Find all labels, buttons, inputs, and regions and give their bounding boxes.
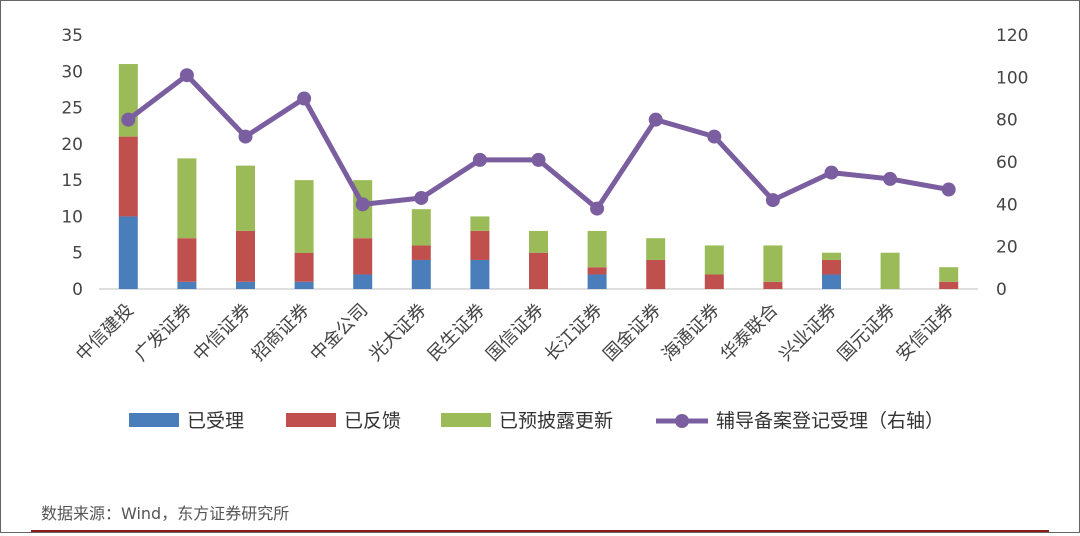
x-tick-label: 国元证券: [834, 300, 900, 366]
bar-segment: [177, 281, 197, 289]
bar-segment: [939, 281, 959, 289]
x-tick-label: 民生证券: [424, 300, 490, 366]
bar-segment: [177, 238, 197, 282]
bar-segment: [704, 245, 724, 275]
x-tick-label: 广发证券: [131, 300, 197, 366]
y-right-tick-label: 20: [996, 238, 1018, 258]
bar-segment: [118, 216, 138, 289]
legend-label: 已受理: [187, 410, 244, 432]
x-tick-label: 光大证券: [365, 300, 431, 366]
line-point: [765, 193, 780, 208]
legend-swatch: [286, 413, 336, 427]
legend-label: 辅导备案登记受理（右轴）: [716, 410, 944, 432]
bar-segment: [294, 252, 314, 282]
x-tick-label: 中金公司: [306, 300, 372, 366]
x-tick-label: 安信证券: [892, 300, 958, 366]
line-point: [297, 91, 312, 106]
line-point: [590, 201, 605, 216]
y-left-tick-label: 25: [61, 99, 83, 119]
y-left-tick-label: 35: [61, 26, 83, 46]
line-point: [648, 112, 663, 127]
line-point: [238, 129, 253, 144]
legend-marker: [675, 414, 689, 428]
bar-segment: [529, 230, 548, 253]
line-point: [941, 182, 956, 197]
line-point: [121, 112, 136, 127]
bar-segment: [704, 274, 724, 289]
bar-segment: [177, 158, 197, 239]
bar-segment: [294, 281, 314, 289]
legend-label: 已反馈: [344, 410, 401, 432]
bottom-rule: [31, 530, 1049, 532]
bar-segment: [236, 230, 255, 282]
x-tick-label: 华泰联合: [717, 300, 783, 366]
x-tick-label: 中信证券: [189, 300, 255, 366]
bar-segment: [118, 136, 138, 217]
bar-segment: [236, 165, 255, 231]
bar-segment: [294, 180, 314, 253]
legend-label: 已预披露更新: [499, 410, 613, 432]
y-left-tick-label: 10: [61, 207, 83, 227]
x-tick-label: 兴业证券: [775, 300, 841, 366]
y-right-tick-label: 120: [996, 26, 1028, 46]
line-point: [472, 152, 487, 167]
line-point: [414, 190, 429, 205]
x-tick-label: 海通证券: [658, 300, 724, 366]
x-tick-label: 中信建投: [72, 300, 138, 366]
bar-segment: [529, 252, 548, 289]
legend-swatch: [129, 413, 179, 427]
bar-segment: [236, 281, 255, 289]
bar-segment: [822, 259, 841, 275]
line-point: [179, 68, 194, 83]
y-left-tick-label: 20: [61, 135, 83, 155]
bar-segment: [822, 274, 841, 289]
bar-segment: [353, 238, 373, 275]
y-right-tick-label: 100: [996, 68, 1028, 88]
y-left-tick-label: 15: [61, 171, 83, 191]
line-point: [883, 171, 898, 186]
bar-segment: [822, 252, 841, 260]
y-left-tick-label: 0: [72, 280, 83, 300]
bar-segment: [763, 281, 783, 289]
bar-segment: [470, 259, 490, 289]
bar-segment: [587, 230, 607, 268]
line-point: [707, 129, 722, 144]
bar-segment: [939, 267, 959, 282]
y-right-tick-label: 40: [996, 195, 1018, 215]
source-note: 数据来源：Wind，东方证券研究所: [41, 504, 290, 523]
y-right-tick-label: 60: [996, 153, 1018, 173]
bar-segment: [646, 259, 666, 289]
bar-segment: [470, 216, 490, 231]
bar-segment: [411, 209, 431, 246]
y-right-tick-label: 0: [996, 280, 1007, 300]
y-left-tick-label: 5: [72, 244, 83, 264]
line-point: [355, 197, 370, 212]
bar-segment: [353, 274, 373, 289]
x-tick-label: 国金证券: [599, 300, 665, 366]
bar-segment: [587, 274, 607, 289]
x-tick-label: 长江证券: [541, 300, 607, 366]
bar-segment: [587, 267, 607, 275]
x-tick-label: 招商证券: [248, 300, 314, 366]
legend-swatch: [441, 413, 491, 427]
x-tick-label: 国信证券: [482, 300, 548, 366]
bar-segment: [411, 259, 431, 289]
bar-segment: [411, 245, 431, 260]
bar-segment: [646, 238, 666, 260]
y-right-tick-label: 80: [996, 111, 1018, 131]
line-point: [824, 165, 839, 180]
bar-segment: [880, 252, 900, 289]
bar-segment: [763, 245, 783, 282]
bar-segment: [470, 230, 490, 260]
y-left-tick-label: 30: [61, 62, 83, 82]
line-point: [531, 152, 546, 167]
